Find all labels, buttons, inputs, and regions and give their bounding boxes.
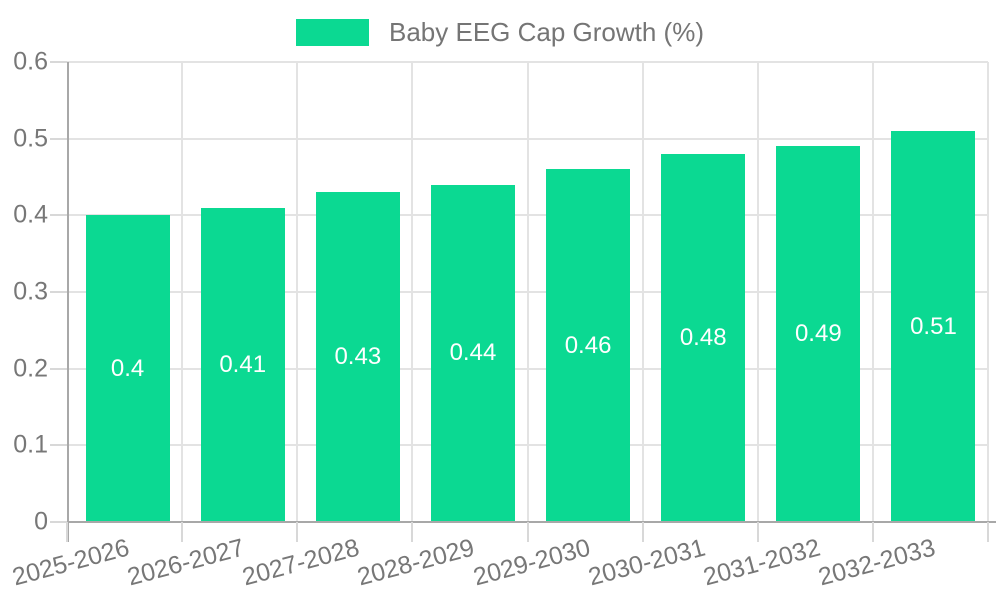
bar: 0.49 [776, 146, 861, 522]
x-tick-label: 2032-2033 [815, 533, 939, 592]
bar-value-label: 0.46 [564, 331, 612, 359]
x-axis-line [67, 521, 996, 523]
bar-value-label: 0.48 [679, 324, 727, 351]
gridline-vertical [181, 62, 184, 522]
y-tick-label: 0.4 [13, 200, 48, 229]
y-tick-mark [50, 444, 67, 447]
y-tick-label: 0.2 [13, 354, 48, 383]
y-tick-label: 0 [34, 507, 48, 536]
bar-value-label: 0.41 [219, 350, 267, 378]
x-tick-mark [641, 522, 644, 542]
gridline-vertical [296, 62, 299, 522]
bar: 0.41 [200, 207, 285, 522]
gridline-vertical [871, 62, 874, 522]
x-tick-mark [987, 522, 989, 542]
bar-value-label: 0.4 [110, 354, 145, 382]
y-tick-label: 0.6 [13, 47, 48, 76]
bar: 0.51 [891, 131, 976, 522]
bar: 0.4 [85, 215, 170, 522]
y-tick-label: 0.3 [13, 277, 48, 306]
x-tick-mark [296, 522, 299, 542]
y-tick-mark [50, 61, 67, 63]
bar: 0.48 [661, 154, 746, 522]
y-tick-mark [50, 367, 67, 370]
x-tick-mark [66, 522, 68, 542]
y-tick-mark [50, 521, 67, 523]
bar: 0.46 [546, 169, 631, 522]
x-tick-mark [526, 522, 529, 542]
x-tick-label: 2027-2028 [239, 533, 363, 592]
plot-area: 0.4 0.41 0.43 0.44 0.46 0.48 0.49 0.51 [67, 61, 989, 522]
bar: 0.44 [430, 184, 515, 522]
bar: 0.43 [315, 192, 400, 522]
x-tick-label: 2029-2030 [469, 533, 593, 592]
x-tick-mark [411, 522, 414, 542]
bar-value-label: 0.43 [334, 343, 382, 371]
x-tick-label: 2031-2032 [700, 533, 823, 592]
x-tick-label: 2026-2027 [124, 533, 248, 592]
y-tick-mark [50, 291, 67, 293]
gridline-vertical [987, 62, 989, 522]
y-axis-line [67, 62, 69, 542]
x-tick-label: 2030-2031 [585, 533, 708, 592]
x-tick-label: 2028-2029 [354, 533, 478, 592]
x-tick-mark [181, 522, 184, 542]
gridline-vertical [641, 62, 644, 522]
gridline-vertical [411, 62, 414, 522]
y-tick-label: 0.1 [13, 430, 48, 459]
gridline-vertical [526, 62, 529, 522]
y-tick-label: 0.5 [13, 124, 48, 153]
bar-value-label: 0.51 [910, 312, 957, 340]
legend-label: Baby EEG Cap Growth (%) [389, 16, 704, 47]
bar-value-label: 0.49 [794, 320, 842, 348]
gridline-vertical [756, 62, 759, 522]
y-tick-mark [50, 137, 67, 140]
x-tick-mark [756, 522, 759, 542]
x-tick-label: 2025-2026 [9, 533, 133, 592]
legend-swatch [296, 18, 369, 46]
legend[interactable]: Baby EEG Cap Growth (%) [0, 17, 1000, 47]
x-tick-mark [871, 522, 874, 542]
y-tick-mark [50, 214, 67, 217]
bar-value-label: 0.44 [449, 339, 497, 367]
